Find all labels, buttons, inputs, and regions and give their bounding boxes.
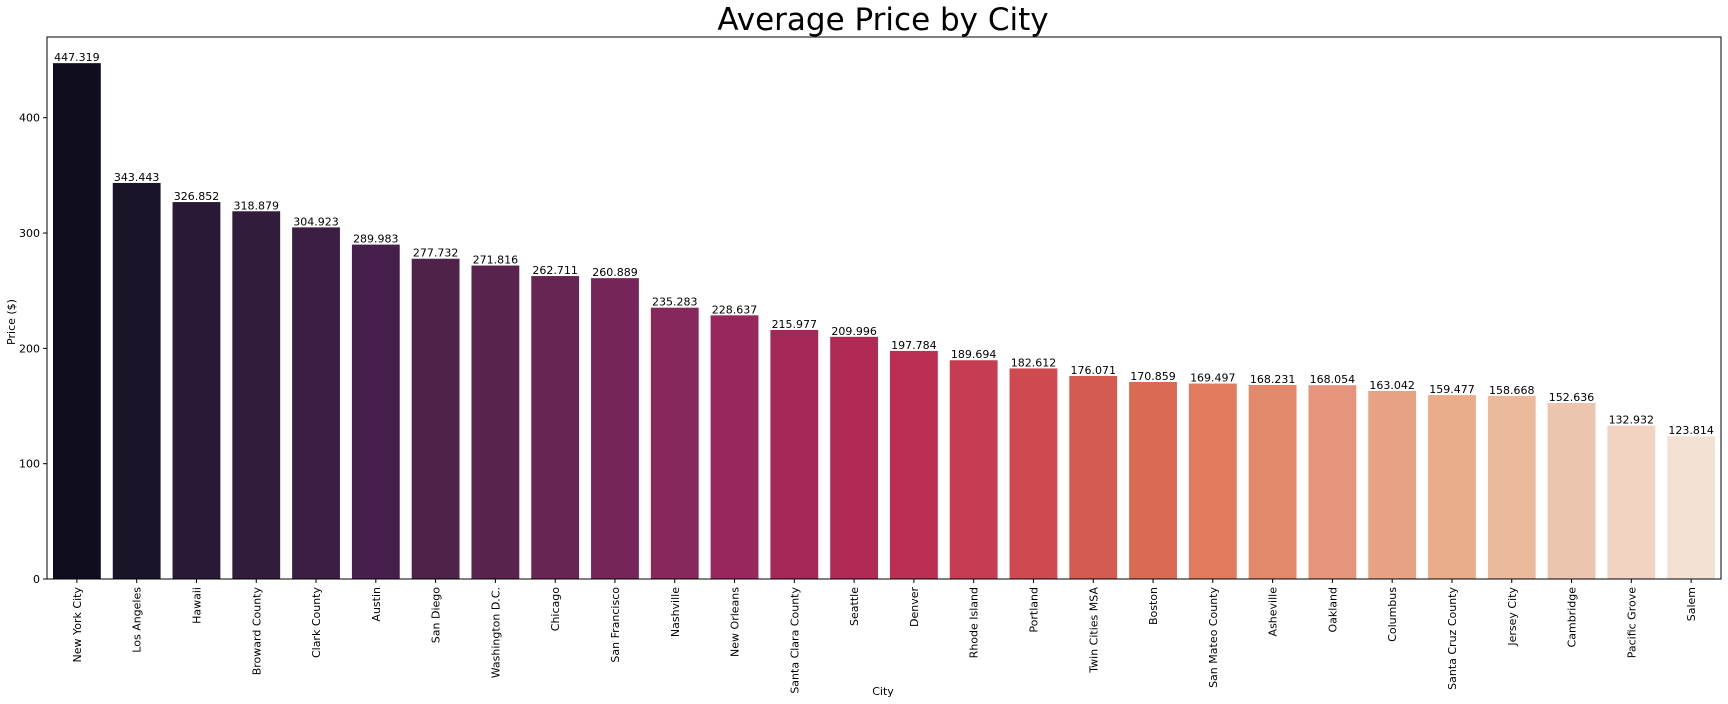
- bar-16: [1009, 368, 1058, 579]
- bar-3: [232, 211, 281, 579]
- bar-0: [52, 63, 101, 580]
- data-label-4: 304.923: [293, 215, 339, 228]
- data-label-15: 189.694: [951, 348, 997, 361]
- x-tick-label-23: Santa Cruz County: [1446, 587, 1459, 690]
- bar-25: [1547, 402, 1596, 579]
- bar-12: [770, 329, 819, 579]
- y-tick-label-1: 100: [19, 458, 40, 471]
- x-tick-label-15: Rhode Island: [968, 587, 981, 658]
- data-label-13: 209.996: [831, 325, 877, 338]
- bar-7: [471, 265, 520, 579]
- x-tick-label-27: Salem: [1685, 587, 1698, 621]
- x-tick-label-0: New York City: [71, 587, 84, 663]
- data-label-14: 197.784: [891, 339, 937, 352]
- y-tick-label-3: 300: [19, 227, 40, 240]
- x-tick-label-13: Seattle: [848, 587, 861, 626]
- x-tick-label-11: New Orleans: [729, 587, 742, 657]
- bar-14: [889, 350, 938, 579]
- x-tick-label-17: Twin Cities MSA: [1087, 587, 1100, 674]
- data-label-16: 182.612: [1011, 356, 1057, 369]
- bar-24: [1487, 396, 1536, 579]
- data-label-5: 289.983: [353, 233, 399, 246]
- bar-15: [949, 360, 998, 579]
- x-tick-label-10: Nashville: [669, 587, 682, 637]
- data-label-9: 260.889: [592, 266, 638, 279]
- y-axis-label: Price ($): [5, 299, 18, 345]
- bar-1: [112, 182, 161, 579]
- data-label-2: 326.852: [174, 190, 220, 203]
- y-tick-label-2: 200: [19, 342, 40, 355]
- x-tick-label-18: Boston: [1147, 587, 1160, 625]
- bar-9: [591, 278, 639, 579]
- data-label-23: 159.477: [1429, 383, 1475, 396]
- x-axis-label: City: [872, 685, 894, 698]
- x-tick-label-2: Hawaii: [190, 587, 203, 624]
- x-tick-label-26: Pacific Grove: [1625, 587, 1638, 659]
- data-label-0: 447.319: [54, 51, 100, 64]
- data-label-27: 123.814: [1668, 424, 1714, 437]
- x-tick-label-4: Clark County: [310, 587, 323, 659]
- bar-20: [1248, 384, 1297, 579]
- chart-title: Average Price by City: [717, 2, 1048, 38]
- data-label-18: 170.859: [1130, 370, 1176, 383]
- data-label-25: 152.636: [1549, 391, 1595, 404]
- data-label-12: 215.977: [772, 318, 818, 331]
- bar-19: [1188, 383, 1237, 579]
- data-label-6: 277.732: [413, 247, 459, 260]
- bar-18: [1129, 381, 1177, 579]
- data-label-8: 262.711: [532, 264, 578, 277]
- x-axis: New York City Los Angeles Hawaii Broward Co…: [71, 579, 1698, 694]
- x-tick-label-21: Oakland: [1326, 587, 1339, 633]
- data-label-17: 176.071: [1071, 364, 1117, 377]
- x-tick-label-14: Denver: [908, 587, 921, 627]
- bar-4: [292, 227, 340, 579]
- bar-5: [351, 244, 400, 580]
- y-tick-label-0: 0: [33, 573, 40, 586]
- bar-21: [1308, 385, 1357, 579]
- x-tick-label-12: Santa Clara County: [788, 587, 801, 694]
- data-label-7: 271.816: [473, 254, 519, 267]
- x-tick-label-9: San Francisco: [609, 587, 622, 663]
- plot-frame: [46, 36, 1722, 580]
- x-tick-label-8: Chicago: [549, 587, 562, 631]
- value-labels-group: 447.319 343.443 326.852 318.879 304.923 289.9…: [54, 51, 1714, 437]
- data-label-3: 318.879: [234, 199, 280, 212]
- bar-27: [1667, 436, 1716, 579]
- data-label-1: 343.443: [114, 171, 160, 184]
- data-label-20: 168.231: [1250, 373, 1296, 386]
- x-tick-label-16: Portland: [1027, 587, 1040, 633]
- y-tick-label-4: 400: [19, 112, 40, 125]
- bar-23: [1428, 395, 1476, 579]
- bar-2: [172, 202, 221, 579]
- data-label-24: 158.668: [1489, 384, 1535, 397]
- bar-13: [830, 336, 879, 579]
- bar-26: [1607, 425, 1656, 579]
- bars-group: [52, 63, 1716, 580]
- x-tick-label-3: Broward County: [250, 587, 263, 676]
- bar-22: [1368, 390, 1417, 579]
- data-label-19: 169.497: [1190, 372, 1236, 385]
- x-tick-label-24: Jersey City: [1506, 587, 1519, 647]
- x-tick-label-6: San Diego: [430, 587, 443, 643]
- x-tick-label-22: Columbus: [1386, 587, 1399, 642]
- data-label-22: 163.042: [1369, 379, 1415, 392]
- data-label-26: 132.932: [1609, 414, 1655, 427]
- bar-17: [1069, 375, 1118, 579]
- x-tick-label-1: Los Angeles: [131, 587, 144, 653]
- y-axis: 0 100 200 300 400: [19, 112, 47, 586]
- bar-8: [531, 276, 580, 579]
- x-tick-label-19: San Mateo County: [1207, 587, 1220, 688]
- data-label-11: 228.637: [712, 303, 758, 316]
- bar-11: [710, 315, 759, 579]
- bar-6: [411, 258, 460, 579]
- data-label-21: 168.054: [1310, 373, 1356, 386]
- x-tick-label-5: Austin: [370, 587, 383, 622]
- bar-10: [650, 307, 699, 579]
- data-label-10: 235.283: [652, 296, 698, 309]
- x-tick-label-7: Washington D.C.: [489, 587, 502, 678]
- x-tick-label-25: Cambridge: [1566, 587, 1579, 648]
- x-tick-label-20: Asheville: [1267, 587, 1280, 637]
